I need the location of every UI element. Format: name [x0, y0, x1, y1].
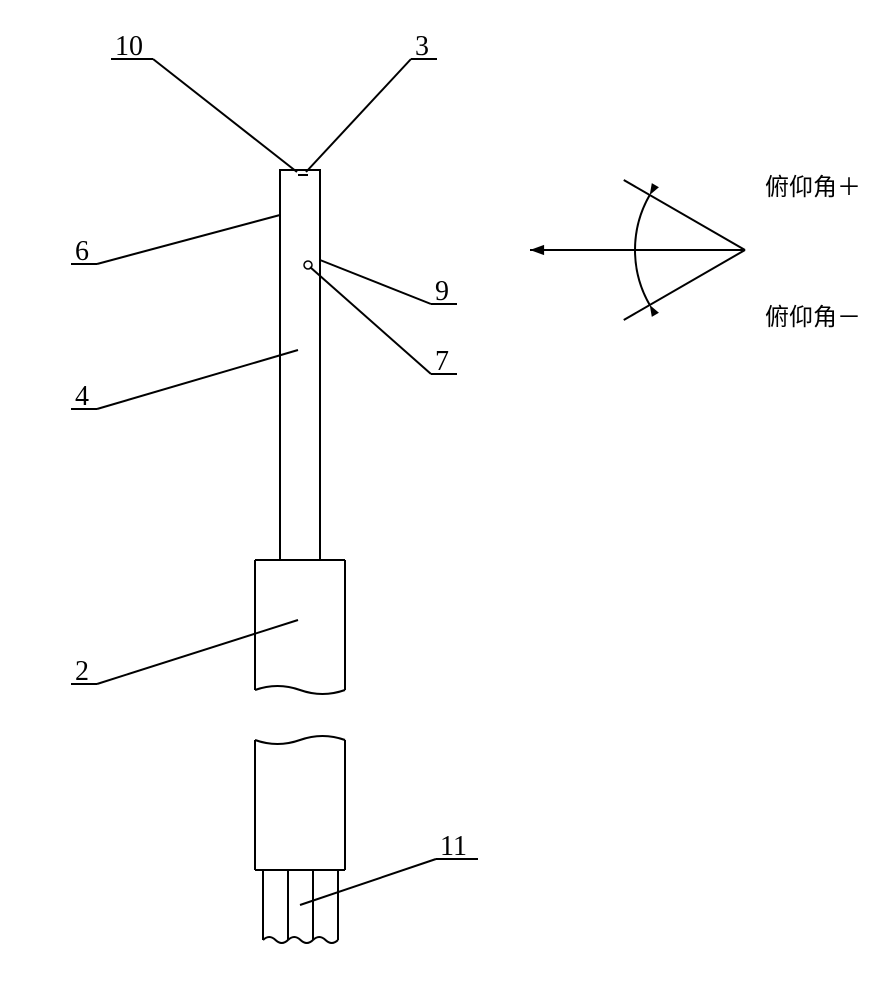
label-n2: 2: [75, 656, 89, 687]
label-n11: 11: [440, 831, 467, 862]
label-pitch-minus: 俯仰角－: [765, 304, 861, 331]
label-n10: 10: [115, 31, 143, 62]
leader-line: [97, 350, 298, 409]
label-n3: 3: [415, 31, 429, 62]
leader-line: [300, 859, 436, 905]
cyl-bot-break: [255, 736, 345, 744]
bundle-break: [263, 937, 288, 943]
leader-line: [97, 620, 298, 684]
label-n6: 6: [75, 236, 89, 267]
angle-ray-up: [624, 180, 745, 250]
label-n7: 7: [435, 346, 449, 377]
angle-arc-up: [635, 195, 650, 250]
bundle-break: [313, 937, 338, 943]
angle-arc-down: [635, 250, 650, 305]
label-n9: 9: [435, 276, 449, 307]
label-pitch-plus: 俯仰角＋: [765, 174, 861, 201]
label-n4: 4: [75, 381, 89, 412]
leader-line: [153, 59, 297, 172]
leader-line: [310, 267, 431, 374]
leader-line: [306, 59, 411, 172]
probe-body: [280, 170, 320, 560]
leader-line: [320, 260, 431, 304]
angle-ray-down: [624, 250, 745, 320]
bundle-break: [288, 937, 313, 943]
leader-line: [97, 215, 280, 264]
cyl-top-break: [255, 686, 345, 694]
